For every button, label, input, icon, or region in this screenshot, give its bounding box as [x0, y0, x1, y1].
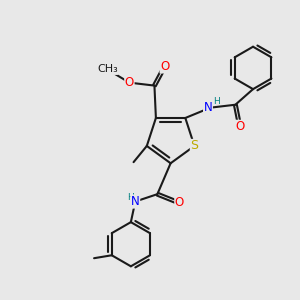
- Text: O: O: [175, 196, 184, 209]
- Text: H: H: [214, 97, 220, 106]
- Text: O: O: [160, 60, 170, 73]
- Text: CH₃: CH₃: [97, 64, 118, 74]
- Text: O: O: [125, 76, 134, 89]
- Text: N: N: [204, 101, 212, 114]
- Text: O: O: [235, 120, 244, 133]
- Text: H: H: [128, 193, 134, 202]
- Text: N: N: [131, 195, 140, 208]
- Text: S: S: [190, 140, 198, 152]
